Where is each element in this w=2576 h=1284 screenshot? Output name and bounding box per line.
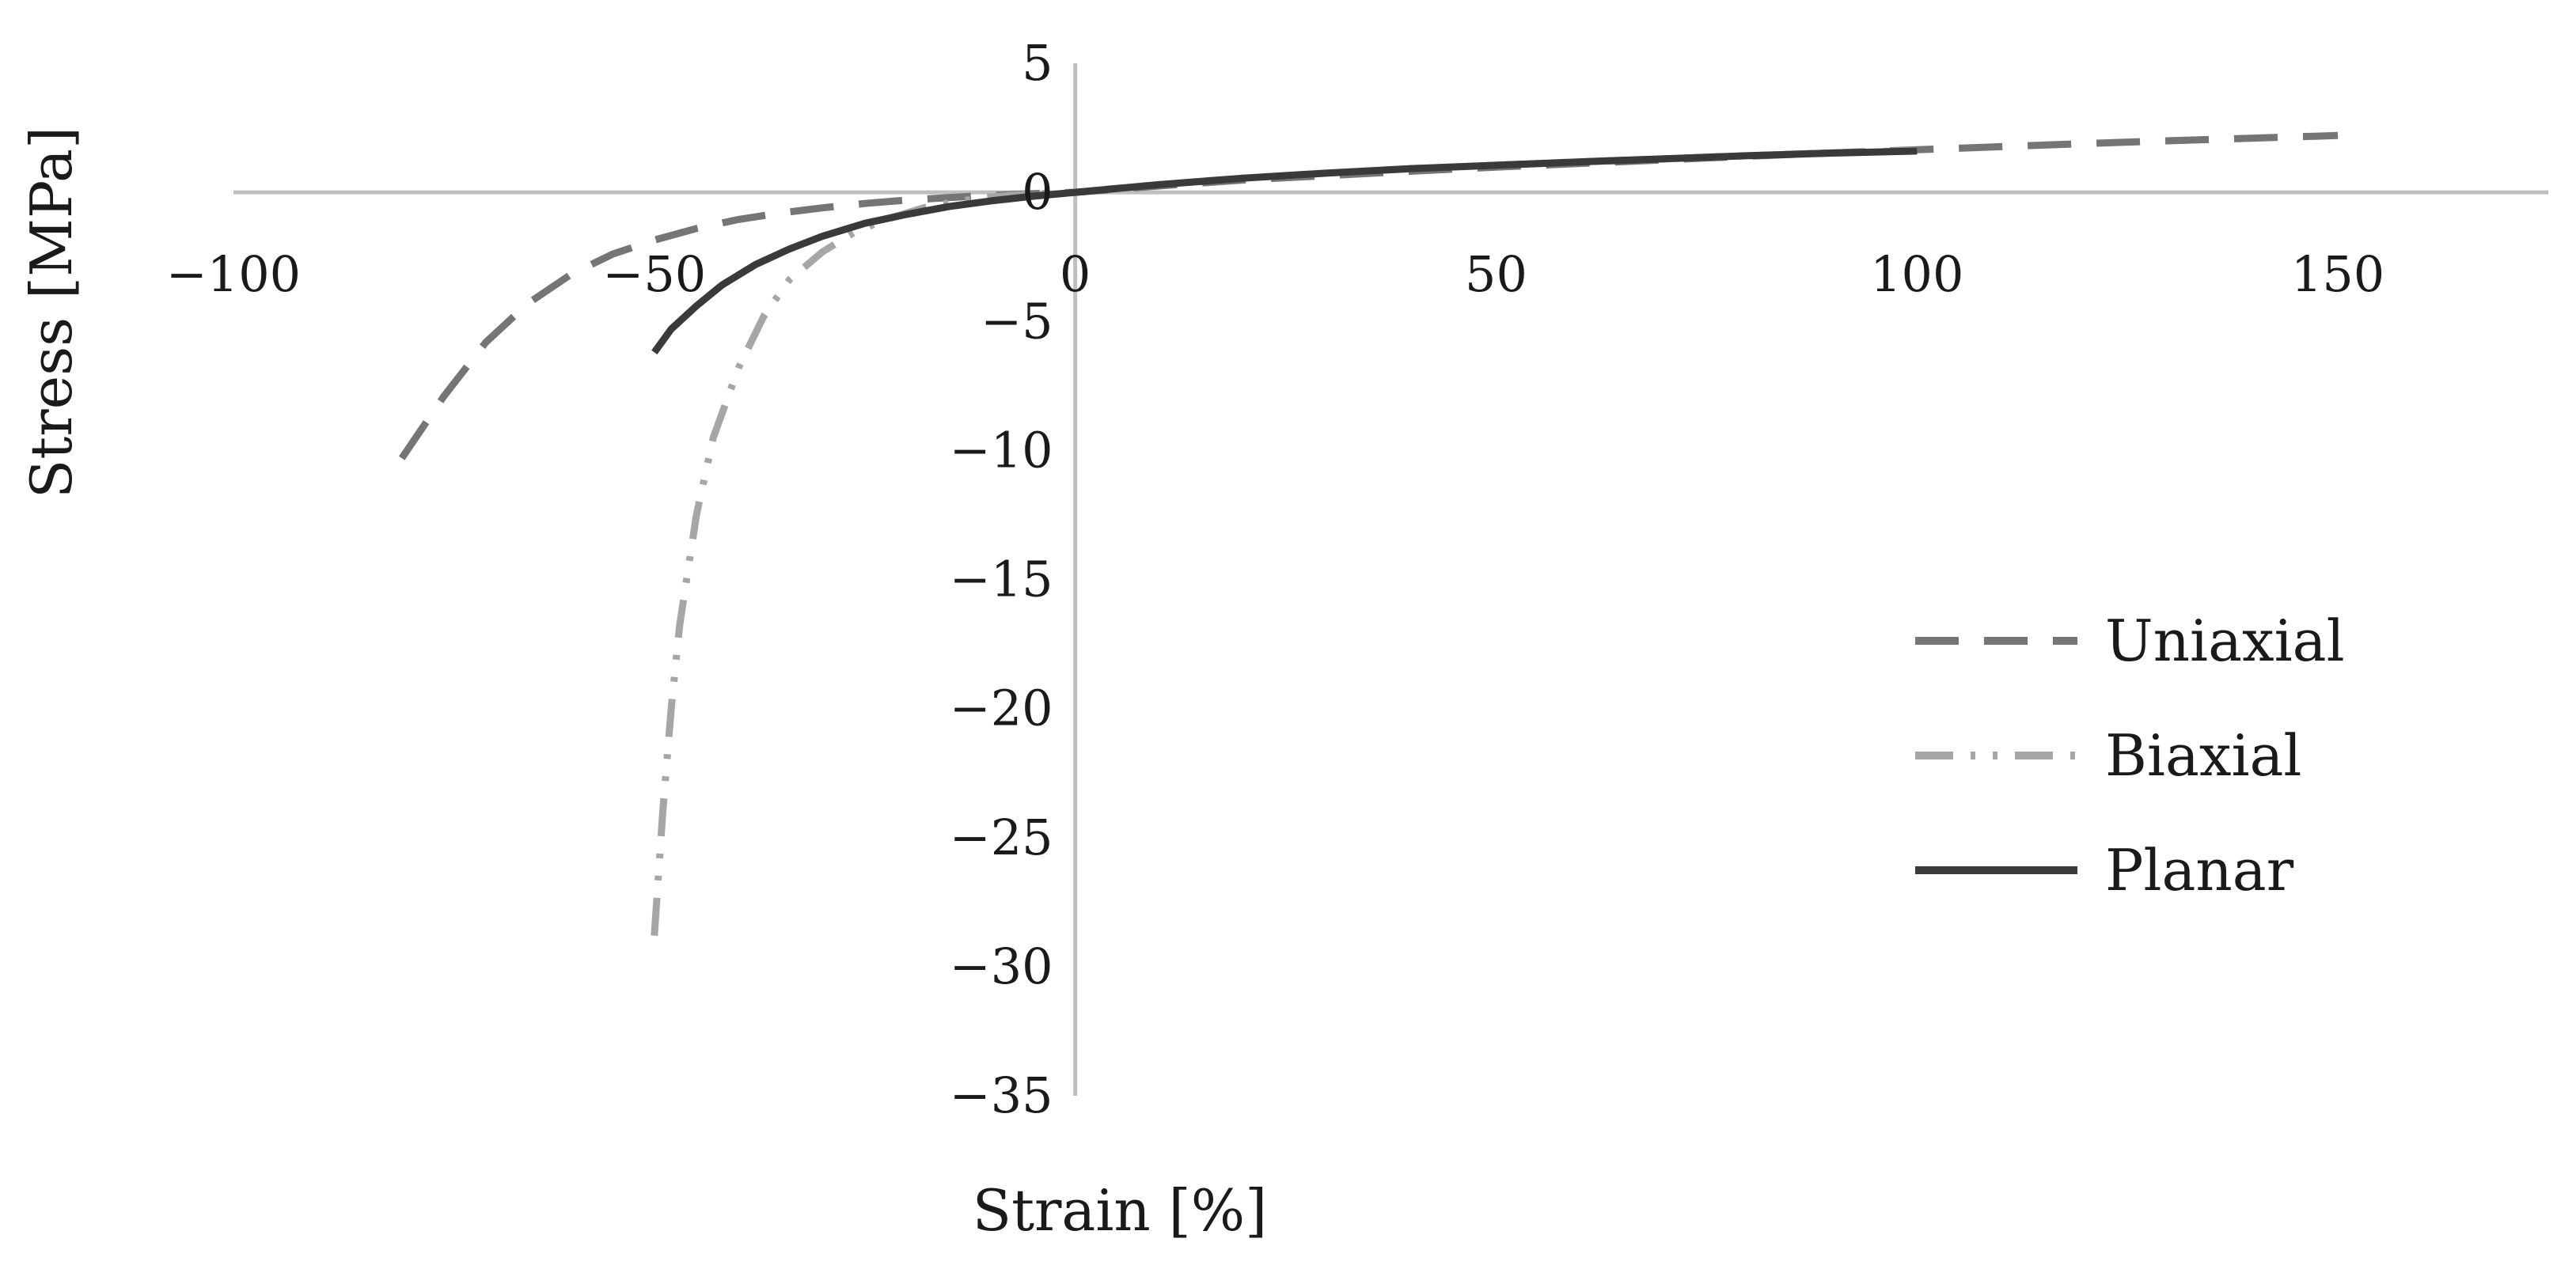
y-tick-label: −30 xyxy=(950,937,1053,995)
x-tick-label: −50 xyxy=(602,245,706,303)
x-tick-label: −100 xyxy=(166,245,301,303)
series-line-planar xyxy=(651,147,1918,355)
plot-area xyxy=(398,131,2339,937)
x-tick-label: 0 xyxy=(1060,245,1091,303)
y-tick-label: −15 xyxy=(950,551,1053,608)
x-tick-label: 150 xyxy=(2291,245,2384,303)
axes xyxy=(233,63,2548,1096)
x-tick-label: 100 xyxy=(1870,245,1963,303)
y-tick-label: −25 xyxy=(950,809,1053,866)
y-tick-label: −35 xyxy=(950,1066,1053,1124)
x-tick-label: 50 xyxy=(1465,245,1527,303)
legend-label-uniaxial: Uniaxial xyxy=(2105,608,2345,674)
y-tick-label: 5 xyxy=(1022,34,1053,92)
y-tick-label: −5 xyxy=(981,292,1053,350)
y-tick-label: −20 xyxy=(950,680,1053,737)
y-axis-title: Stress [MPa] xyxy=(18,127,85,498)
y-tick-label: 0 xyxy=(1022,163,1053,221)
x-axis-title: Strain [%] xyxy=(973,1177,1267,1244)
legend-label-biaxial: Biaxial xyxy=(2105,722,2301,789)
legend: Uniaxial Biaxial Planar xyxy=(1915,608,2345,903)
series-line-biaxial xyxy=(651,146,1918,937)
legend-label-planar: Planar xyxy=(2105,837,2294,903)
y-tick-label: −10 xyxy=(950,421,1053,479)
